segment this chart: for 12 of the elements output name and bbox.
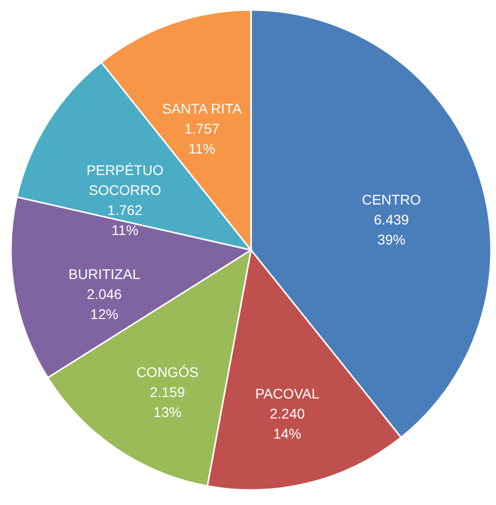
data-label: 1.757 11%	[184, 120, 220, 157]
data-label: 2.240 14%	[270, 405, 305, 442]
slice-label: BURITIZAL	[68, 266, 140, 282]
data-label: 6.439 39%	[374, 212, 410, 248]
slice-label: CENTRO	[362, 192, 422, 208]
slice-label: SANTA RITA	[162, 100, 242, 117]
slice-label: PERPÉTUO SOCORRO	[86, 162, 164, 198]
slice-label: PACOVAL	[255, 385, 320, 402]
slice-label: CONGÓS	[136, 364, 199, 380]
data-label: 2.159 13%	[150, 384, 186, 420]
data-label: 2.046 12%	[86, 286, 122, 322]
data-label: 1.762 11%	[107, 202, 143, 238]
